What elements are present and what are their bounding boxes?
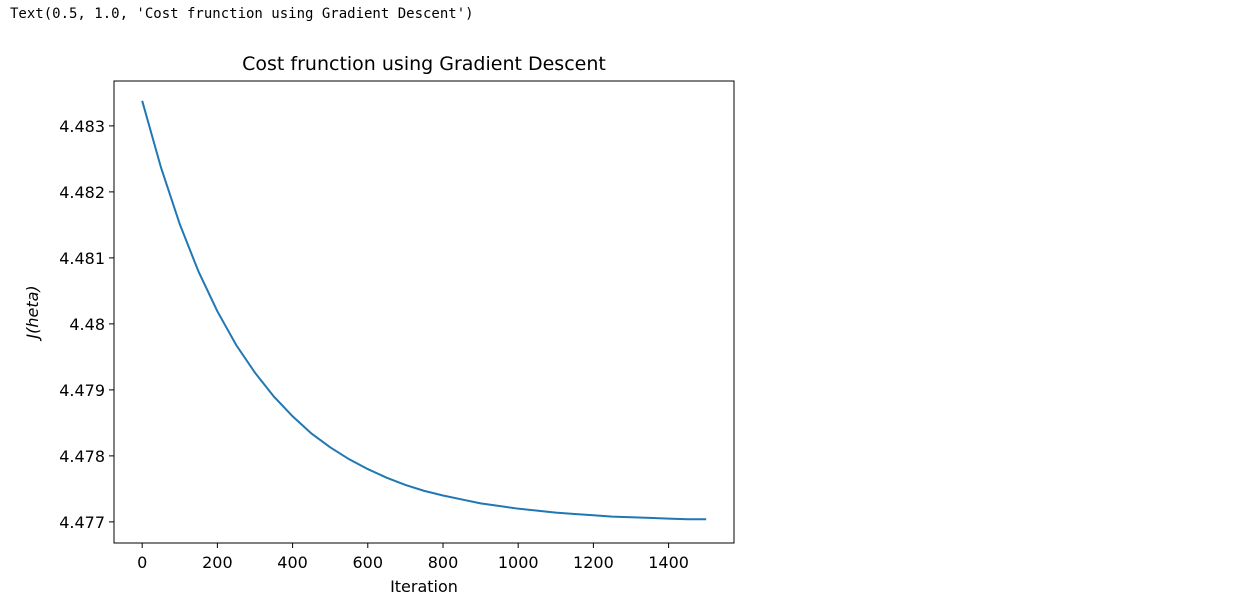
y-tick-label: 4.477 [59, 513, 105, 532]
chart-title: Cost frunction using Gradient Descent [242, 53, 606, 75]
x-tick-label: 800 [428, 553, 459, 572]
y-tick-label: 4.481 [59, 249, 105, 268]
y-tick-label: 4.479 [59, 381, 105, 400]
y-tick-label: 4.48 [69, 315, 105, 334]
x-tick-label: 200 [202, 553, 233, 572]
x-tick-label: 1000 [498, 553, 539, 572]
x-axis-label: Iteration [390, 577, 458, 596]
line [141, 100, 707, 521]
y-axis-label: J(heta) [23, 285, 42, 341]
output-text: Text(0.5, 1.0, 'Cost frunction using Gra… [10, 6, 474, 22]
x-tick-label: 0 [137, 553, 147, 572]
x-tick-label: 400 [277, 553, 308, 572]
y-tick-label: 4.483 [59, 117, 105, 136]
y-tick-label: 4.482 [59, 183, 105, 202]
x-tick-label: 1400 [648, 553, 689, 572]
x-tick-label: 600 [353, 553, 384, 572]
plot-frame [113, 80, 735, 544]
y-tick-label: 4.478 [59, 447, 105, 466]
x-tick-label: 1200 [573, 553, 614, 572]
